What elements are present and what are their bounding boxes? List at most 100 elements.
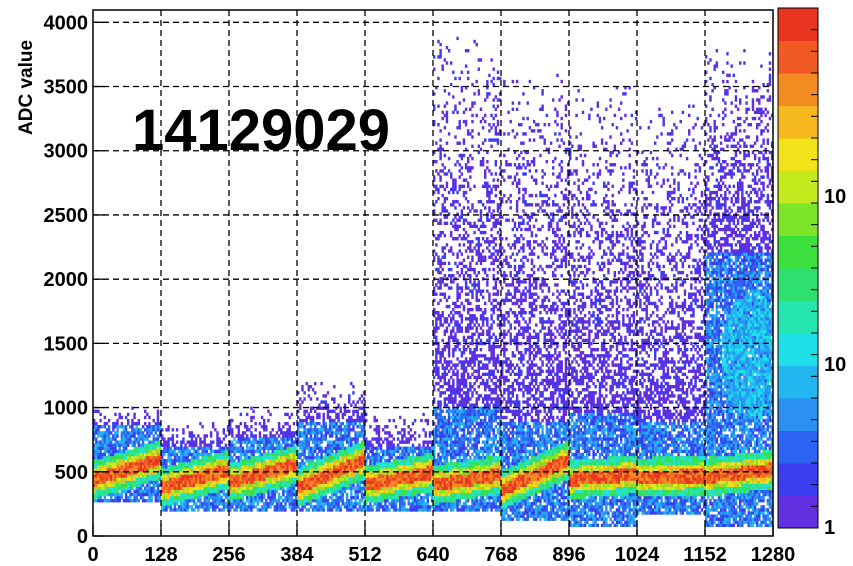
heatmap-cell <box>299 425 302 429</box>
heatmap-cell <box>297 415 300 420</box>
heatmap-cell <box>454 471 457 475</box>
heatmap-cell <box>392 437 396 441</box>
heatmap-cell <box>222 437 226 441</box>
heatmap-cell <box>297 483 300 487</box>
heatmap-cell <box>139 474 143 478</box>
heatmap-cell <box>462 384 466 389</box>
heatmap-cell <box>452 505 455 509</box>
heatmap-cell <box>394 468 398 472</box>
heatmap-cell <box>231 489 234 494</box>
heatmap-cell <box>437 344 440 349</box>
heatmap-cell <box>192 480 196 484</box>
heatmap-cell <box>460 477 464 481</box>
heatmap-cell <box>277 474 281 478</box>
heatmap-cell <box>322 428 325 432</box>
heatmap-cell <box>401 462 404 466</box>
heatmap-cell <box>154 462 158 466</box>
heatmap-cell <box>246 471 249 475</box>
heatmap-cell <box>307 443 311 447</box>
heatmap-cell <box>305 465 308 469</box>
heatmap-cell <box>173 471 177 475</box>
heatmap-cell <box>311 508 315 512</box>
heatmap-cell <box>307 431 311 435</box>
heatmap-cell <box>307 446 311 450</box>
heatmap-cell <box>282 462 285 466</box>
heatmap-cell <box>435 468 438 472</box>
heatmap-cell <box>148 446 151 450</box>
heatmap-cell <box>131 474 134 478</box>
heatmap-cell <box>241 508 245 512</box>
heatmap-cell <box>437 455 440 460</box>
heatmap-cell <box>139 449 143 454</box>
heatmap-cell <box>447 471 451 475</box>
heatmap-cell <box>243 471 247 475</box>
heatmap-cell <box>226 508 230 512</box>
heatmap-cell <box>201 465 204 469</box>
heatmap-cell <box>456 449 459 454</box>
heatmap-cell <box>180 477 183 481</box>
heatmap-cell <box>248 489 251 494</box>
heatmap-cell <box>405 449 408 454</box>
heatmap-cell <box>114 486 117 491</box>
heatmap-cell <box>269 455 272 460</box>
heatmap-cell <box>428 431 432 435</box>
heatmap-cell <box>207 505 211 509</box>
heatmap-cell <box>237 480 240 484</box>
heatmap-cell <box>345 449 349 454</box>
heatmap-cell <box>443 508 447 512</box>
heatmap-cell <box>339 446 342 450</box>
heatmap-cell <box>280 455 283 460</box>
heatmap-cell <box>409 489 413 494</box>
heatmap-cell <box>316 431 319 435</box>
heatmap-cell <box>116 449 119 454</box>
heatmap-cell <box>358 483 362 487</box>
heatmap-cell <box>237 474 240 478</box>
heatmap-cell <box>443 483 447 487</box>
heatmap-cell <box>269 492 272 497</box>
heatmap-cell <box>326 452 330 457</box>
heatmap-cell <box>420 489 423 494</box>
heatmap-cell <box>165 440 168 444</box>
heatmap-cell <box>433 335 436 340</box>
heatmap-cell <box>101 480 104 484</box>
heatmap-cell <box>439 212 442 216</box>
heatmap-cell <box>284 412 287 417</box>
heatmap-cell <box>178 489 181 494</box>
heatmap-cell <box>411 486 415 491</box>
heatmap-cell <box>288 474 291 478</box>
heatmap-cell <box>443 452 447 457</box>
heatmap-cell <box>197 499 200 503</box>
heatmap-cell <box>107 431 111 435</box>
heatmap-cell <box>292 452 296 457</box>
heatmap-cell <box>180 486 183 491</box>
heatmap-cell <box>129 465 132 469</box>
heatmap-cell <box>161 443 164 447</box>
heatmap-cell <box>311 458 315 463</box>
heatmap-cell <box>135 462 138 466</box>
heatmap-cell <box>120 483 124 487</box>
heatmap-cell <box>207 446 211 450</box>
heatmap-cell <box>371 465 374 469</box>
heatmap-cell <box>209 462 213 466</box>
heatmap-cell <box>437 187 440 192</box>
heatmap-cell <box>343 425 347 429</box>
heatmap-cell <box>161 505 164 509</box>
heatmap-cell <box>369 474 372 478</box>
heatmap-cell <box>447 360 451 364</box>
heatmap-cell <box>447 388 451 392</box>
heatmap-cell <box>365 412 368 417</box>
heatmap-cell <box>403 428 406 432</box>
heatmap-cell <box>195 452 198 457</box>
heatmap-cell <box>137 486 141 491</box>
heatmap-cell <box>103 425 107 429</box>
heatmap-cell <box>399 502 402 506</box>
heatmap-cell <box>201 505 204 509</box>
heatmap-cell <box>190 499 194 503</box>
heatmap-cell <box>114 462 117 466</box>
heatmap-cell <box>135 421 138 426</box>
heatmap-cell <box>435 381 438 386</box>
heatmap-cell <box>99 495 102 500</box>
heatmap-cell <box>369 468 372 472</box>
heatmap-cell <box>350 465 353 469</box>
heatmap-cell <box>105 462 109 466</box>
